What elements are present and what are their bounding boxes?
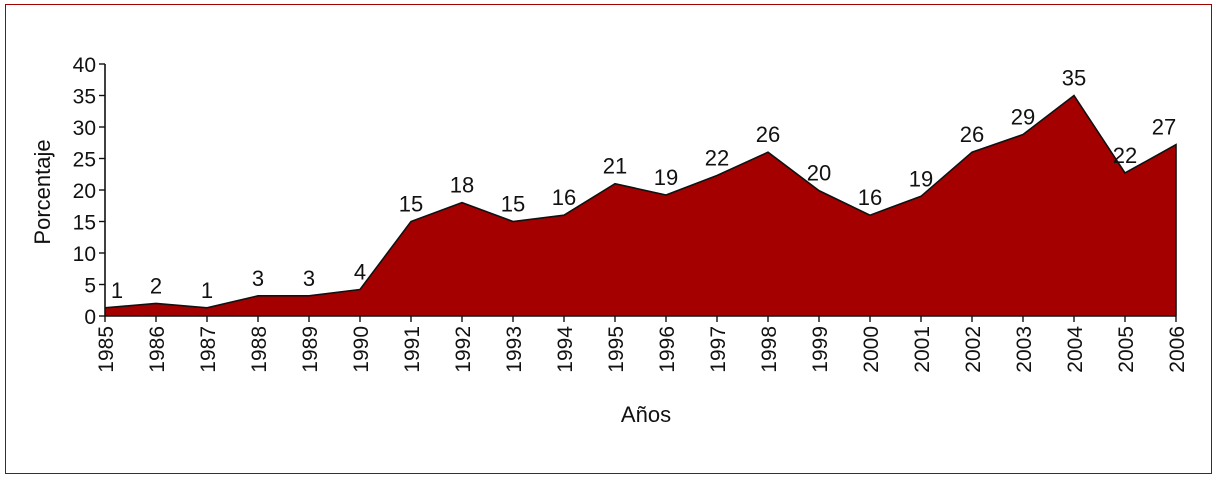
x-tick-label: 2000 — [860, 326, 883, 373]
x-tick-label: 1994 — [554, 326, 577, 373]
data-label: 19 — [909, 166, 933, 191]
x-tick-label: 1993 — [503, 326, 526, 373]
x-tick-label: 2002 — [962, 326, 985, 373]
data-label: 26 — [756, 122, 780, 147]
data-label: 4 — [354, 260, 366, 285]
x-tick-label: 1988 — [248, 326, 271, 373]
x-tick-label: 2003 — [1013, 326, 1036, 373]
y-tick-label: 10 — [73, 243, 96, 266]
data-label: 27 — [1152, 115, 1176, 140]
y-tick-label: 35 — [73, 86, 96, 109]
x-tick-label: 2001 — [911, 326, 934, 373]
data-label: 15 — [501, 192, 525, 217]
data-label: 1 — [201, 278, 213, 303]
x-tick-label: 1995 — [605, 326, 628, 373]
data-label: 18 — [450, 173, 474, 198]
x-tick-label: 1987 — [197, 326, 220, 373]
y-tick-label: 20 — [73, 180, 96, 203]
x-tick-label: 1985 — [95, 326, 118, 373]
x-tick-label: 1997 — [707, 326, 730, 373]
y-tick-label: 40 — [73, 54, 96, 77]
y-tick-label: 25 — [73, 149, 96, 172]
x-tick-label: 1989 — [299, 326, 322, 373]
x-tick-label: 1998 — [758, 326, 781, 373]
x-tick-label: 1996 — [656, 326, 679, 373]
x-tick-label: 1992 — [452, 326, 475, 373]
data-label: 1 — [111, 278, 123, 303]
data-label: 15 — [399, 192, 423, 217]
data-label: 21 — [603, 154, 627, 179]
plot-area: 0 5 10 15 20 25 30 35 40 1985 1986 1987 1988 1989 1990… — [73, 54, 1189, 373]
data-label: 3 — [303, 266, 315, 291]
x-axis-title: Años — [621, 402, 671, 427]
x-tick-label: 1991 — [401, 326, 424, 373]
x-tick-label: 1990 — [350, 326, 373, 373]
data-label: 35 — [1062, 66, 1086, 91]
y-tick-label: 0 — [84, 306, 96, 329]
x-tick-label: 2006 — [1166, 326, 1189, 373]
data-label: 3 — [252, 266, 264, 291]
data-label: 20 — [807, 161, 831, 186]
data-label: 16 — [858, 185, 882, 210]
x-tick-label: 1986 — [146, 326, 169, 373]
y-tick-label: 5 — [84, 275, 96, 298]
x-tick-label: 1999 — [809, 326, 832, 373]
series-line — [104, 94, 1177, 316]
data-label: 26 — [960, 122, 984, 147]
data-label: 29 — [1011, 105, 1035, 130]
area-fill — [105, 95, 1176, 316]
data-label: 2 — [150, 273, 162, 298]
data-label: 22 — [705, 146, 729, 171]
data-label: 22 — [1113, 143, 1137, 168]
y-tick-label: 15 — [73, 212, 96, 235]
x-tick-label: 2004 — [1064, 326, 1087, 373]
data-label: 16 — [552, 185, 576, 210]
y-tick-label: 30 — [73, 117, 96, 140]
x-tick-label: 2005 — [1115, 326, 1138, 373]
data-label: 19 — [654, 165, 678, 190]
y-axis-title: Porcentaje — [30, 139, 55, 244]
